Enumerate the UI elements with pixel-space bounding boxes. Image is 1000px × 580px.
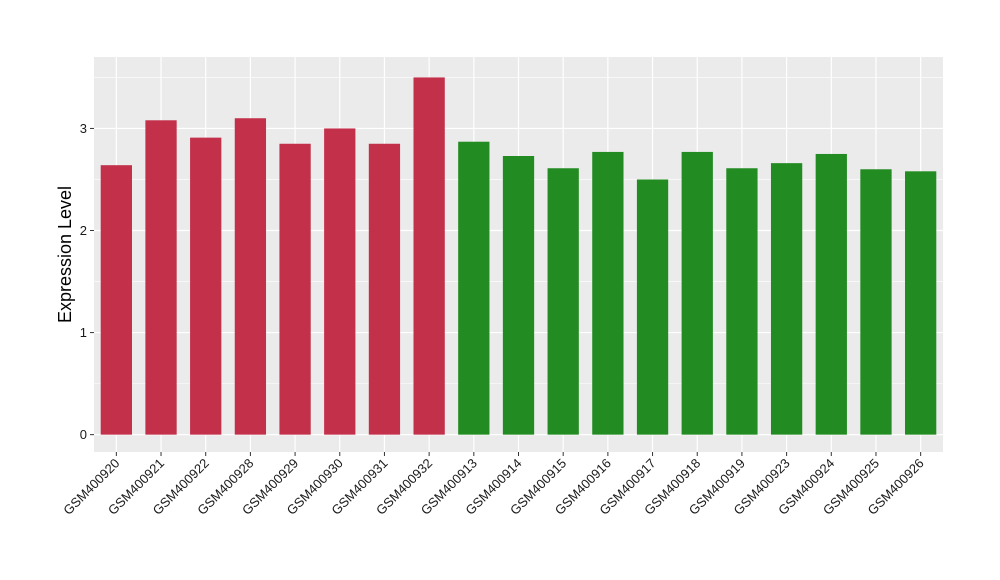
bar-GSM400914 [502, 156, 535, 435]
y-axis-title: Expression Level [55, 186, 75, 323]
bar-GSM400922 [190, 137, 222, 435]
bar-GSM400932 [413, 77, 445, 435]
bar-GSM400919 [726, 168, 758, 435]
bar-GSM400931 [368, 143, 401, 435]
bar-GSM400925 [860, 169, 892, 435]
bar-GSM400926 [905, 171, 937, 435]
bar-GSM400913 [458, 141, 490, 435]
bar-GSM400918 [681, 151, 713, 435]
bar-GSM400917 [636, 179, 669, 435]
bar-GSM400921 [145, 120, 177, 435]
y-tick-label: 2 [80, 223, 87, 238]
bar-GSM400928 [234, 118, 267, 435]
bars [100, 77, 937, 435]
bar-GSM400930 [324, 128, 356, 435]
bar-GSM400929 [279, 143, 311, 435]
bar-GSM400924 [815, 153, 847, 435]
y-axis: 0 1 2 3 [80, 121, 94, 442]
bar-GSM400916 [592, 151, 624, 435]
x-axis: GSM400920GSM400921GSM400922GSM400928GSM4… [60, 452, 927, 518]
bar-GSM400923 [770, 163, 803, 435]
y-tick-label: 1 [80, 325, 87, 340]
y-tick-label: 3 [80, 121, 87, 136]
y-tick-label: 0 [80, 427, 87, 442]
bar-GSM400920 [100, 165, 132, 435]
bar-GSM400915 [547, 168, 579, 435]
